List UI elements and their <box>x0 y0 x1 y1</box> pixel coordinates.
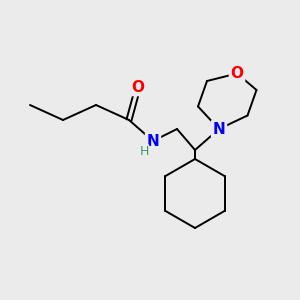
Text: N: N <box>213 122 225 136</box>
Text: O: O <box>131 80 145 94</box>
Text: O: O <box>230 66 244 81</box>
Text: H: H <box>139 145 149 158</box>
Text: N: N <box>147 134 159 148</box>
